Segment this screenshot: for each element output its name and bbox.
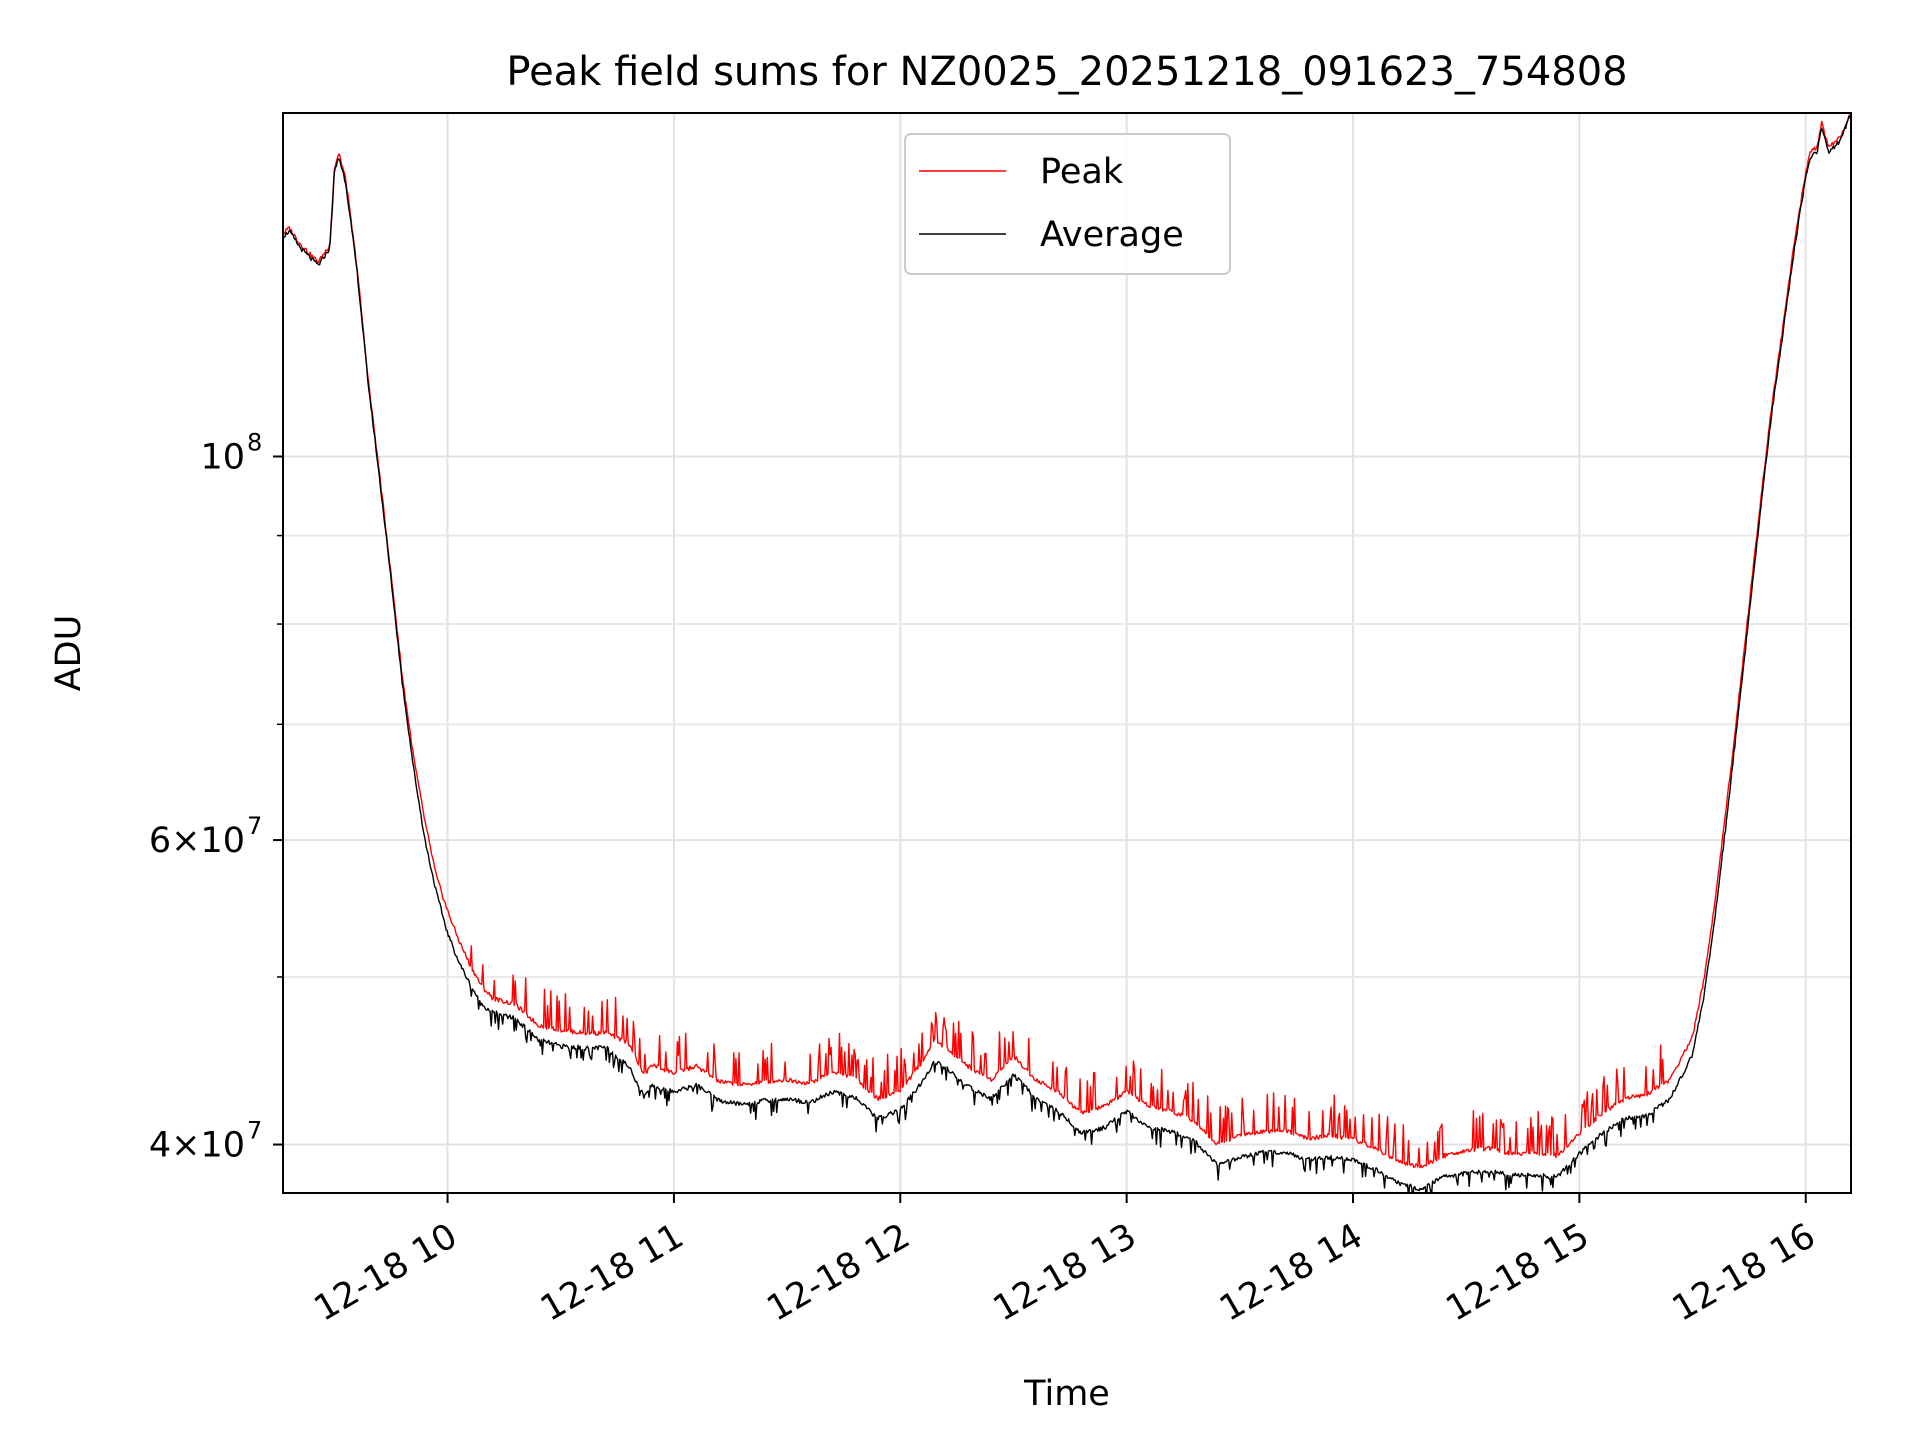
legend-label-average: Average <box>1040 215 1184 255</box>
y-tick-label: 6×10 <box>149 821 245 861</box>
y-tick-label-base: 6×10 <box>149 821 245 861</box>
series-layer <box>283 113 1851 1193</box>
y-tick-label: 4×10 <box>149 1126 245 1166</box>
y-tick-label-exponent: 8 <box>247 428 262 456</box>
legend: Peak Average <box>904 133 1231 275</box>
plot-frame <box>282 112 1852 1194</box>
y-tick-label-exponent: 7 <box>247 1117 262 1145</box>
y-axis-label: ADU <box>49 615 89 692</box>
grid <box>283 113 1851 1193</box>
series-line-peak <box>283 113 1851 1169</box>
x-axis-label: Time <box>1023 1374 1110 1414</box>
chart-title: Peak field sums for NZ0025_20251218_0916… <box>506 49 1627 95</box>
y-tick-label-base: 4×10 <box>149 1126 245 1166</box>
y-tick-label: 10 <box>200 437 245 477</box>
y-tick-label-exponent: 7 <box>247 812 262 840</box>
legend-label-peak: Peak <box>1040 152 1124 192</box>
legend-box <box>904 133 1231 275</box>
y-tick-label-base: 10 <box>200 437 245 477</box>
series-line-average <box>283 113 1851 1193</box>
